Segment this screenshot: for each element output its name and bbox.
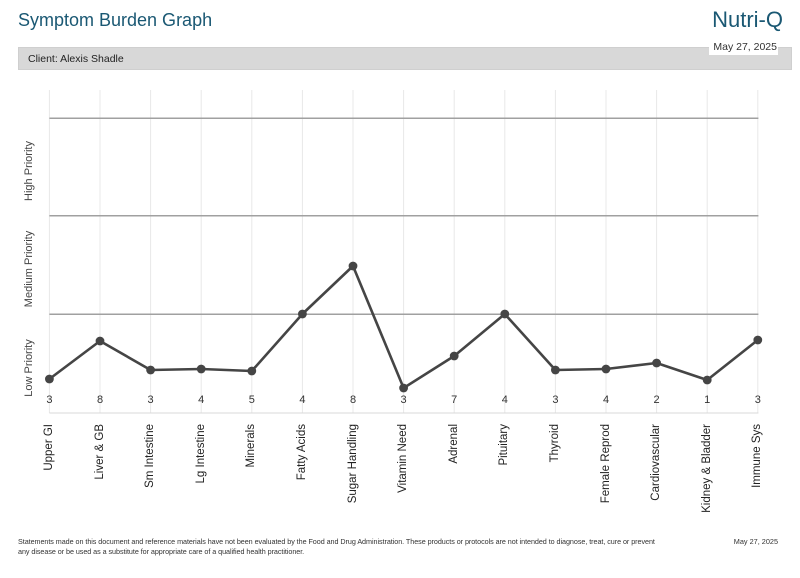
category-label-text: Pituitary (498, 424, 511, 466)
data-point (298, 309, 307, 319)
data-point (702, 375, 712, 385)
symptom-total-value: 7 (451, 394, 458, 406)
symptom-total-value: 4 (299, 394, 306, 406)
data-point (753, 335, 763, 345)
category-label-text: Sugar Handling (346, 424, 359, 504)
category-label-text: Vitamin Need (397, 424, 410, 493)
symptom-total-value: 4 (602, 394, 610, 406)
data-point (399, 383, 408, 393)
category-label-text: Cardiovascular (650, 424, 663, 501)
symptom-total-value: 3 (754, 394, 761, 406)
disclaimer-text: Statements made on this document and ref… (18, 537, 655, 557)
nutri-q-logo: Nutri-Q (712, 7, 783, 32)
footer-date: May 27, 2025 (733, 537, 778, 546)
symptom-total-value: 5 (248, 394, 255, 406)
category-label-text: Liver & GB (93, 424, 106, 480)
symptom-total-value: 8 (349, 394, 357, 406)
data-point (652, 358, 661, 368)
disclaimer-line-2: any disease or be used as a substitute f… (18, 547, 305, 556)
data-point (551, 365, 560, 375)
category-label-text: Female Reprod (599, 424, 612, 504)
category-label-text: Thyroid (548, 424, 561, 463)
category-label-text: Lg Intestine (194, 424, 207, 484)
category-label-text: Upper GI (42, 424, 55, 471)
client-name-label: Client: Alexis Shadle (28, 52, 124, 65)
page-title: Symptom Burden Graph (18, 10, 213, 30)
symptom-total-value: 3 (147, 394, 154, 406)
data-point (449, 351, 459, 361)
category-label-text: Kidney & Bladder (700, 424, 713, 513)
symptom-total-value: 3 (400, 394, 407, 406)
client-bar: Client: Alexis Shadle (18, 47, 792, 70)
symptom-total-value: 8 (96, 394, 104, 406)
data-point (45, 374, 54, 384)
report-date: May 27, 2025 (709, 41, 778, 55)
category-label-text: Fatty Acids (295, 424, 308, 481)
data-point (247, 366, 257, 376)
symptom-total-value: 2 (653, 394, 660, 406)
category-label-text: Minerals (245, 424, 258, 468)
symptom-total-value: 3 (552, 394, 559, 406)
symptom-total-value: 4 (198, 394, 205, 406)
symptom-total-value: 4 (501, 394, 508, 406)
priority-zone-label-text: Low Priority (23, 338, 35, 397)
category-label-text: Adrenal (447, 424, 460, 464)
data-point (601, 364, 611, 374)
priority-zone-label-text: Medium Priority (23, 230, 35, 308)
data-point (146, 365, 156, 375)
symptom-total-value: 3 (46, 394, 53, 406)
priority-zone-label-text: High Priority (23, 141, 35, 201)
data-point (348, 261, 358, 271)
data-point (95, 336, 105, 346)
category-label-text: Immune Sys (751, 424, 764, 488)
data-point (500, 309, 510, 319)
disclaimer-line-1: Statements made on this document and ref… (18, 537, 655, 546)
category-label-text: Sm Intestine (144, 424, 157, 488)
data-point (196, 364, 206, 374)
symptom-total-value: 1 (704, 394, 711, 406)
